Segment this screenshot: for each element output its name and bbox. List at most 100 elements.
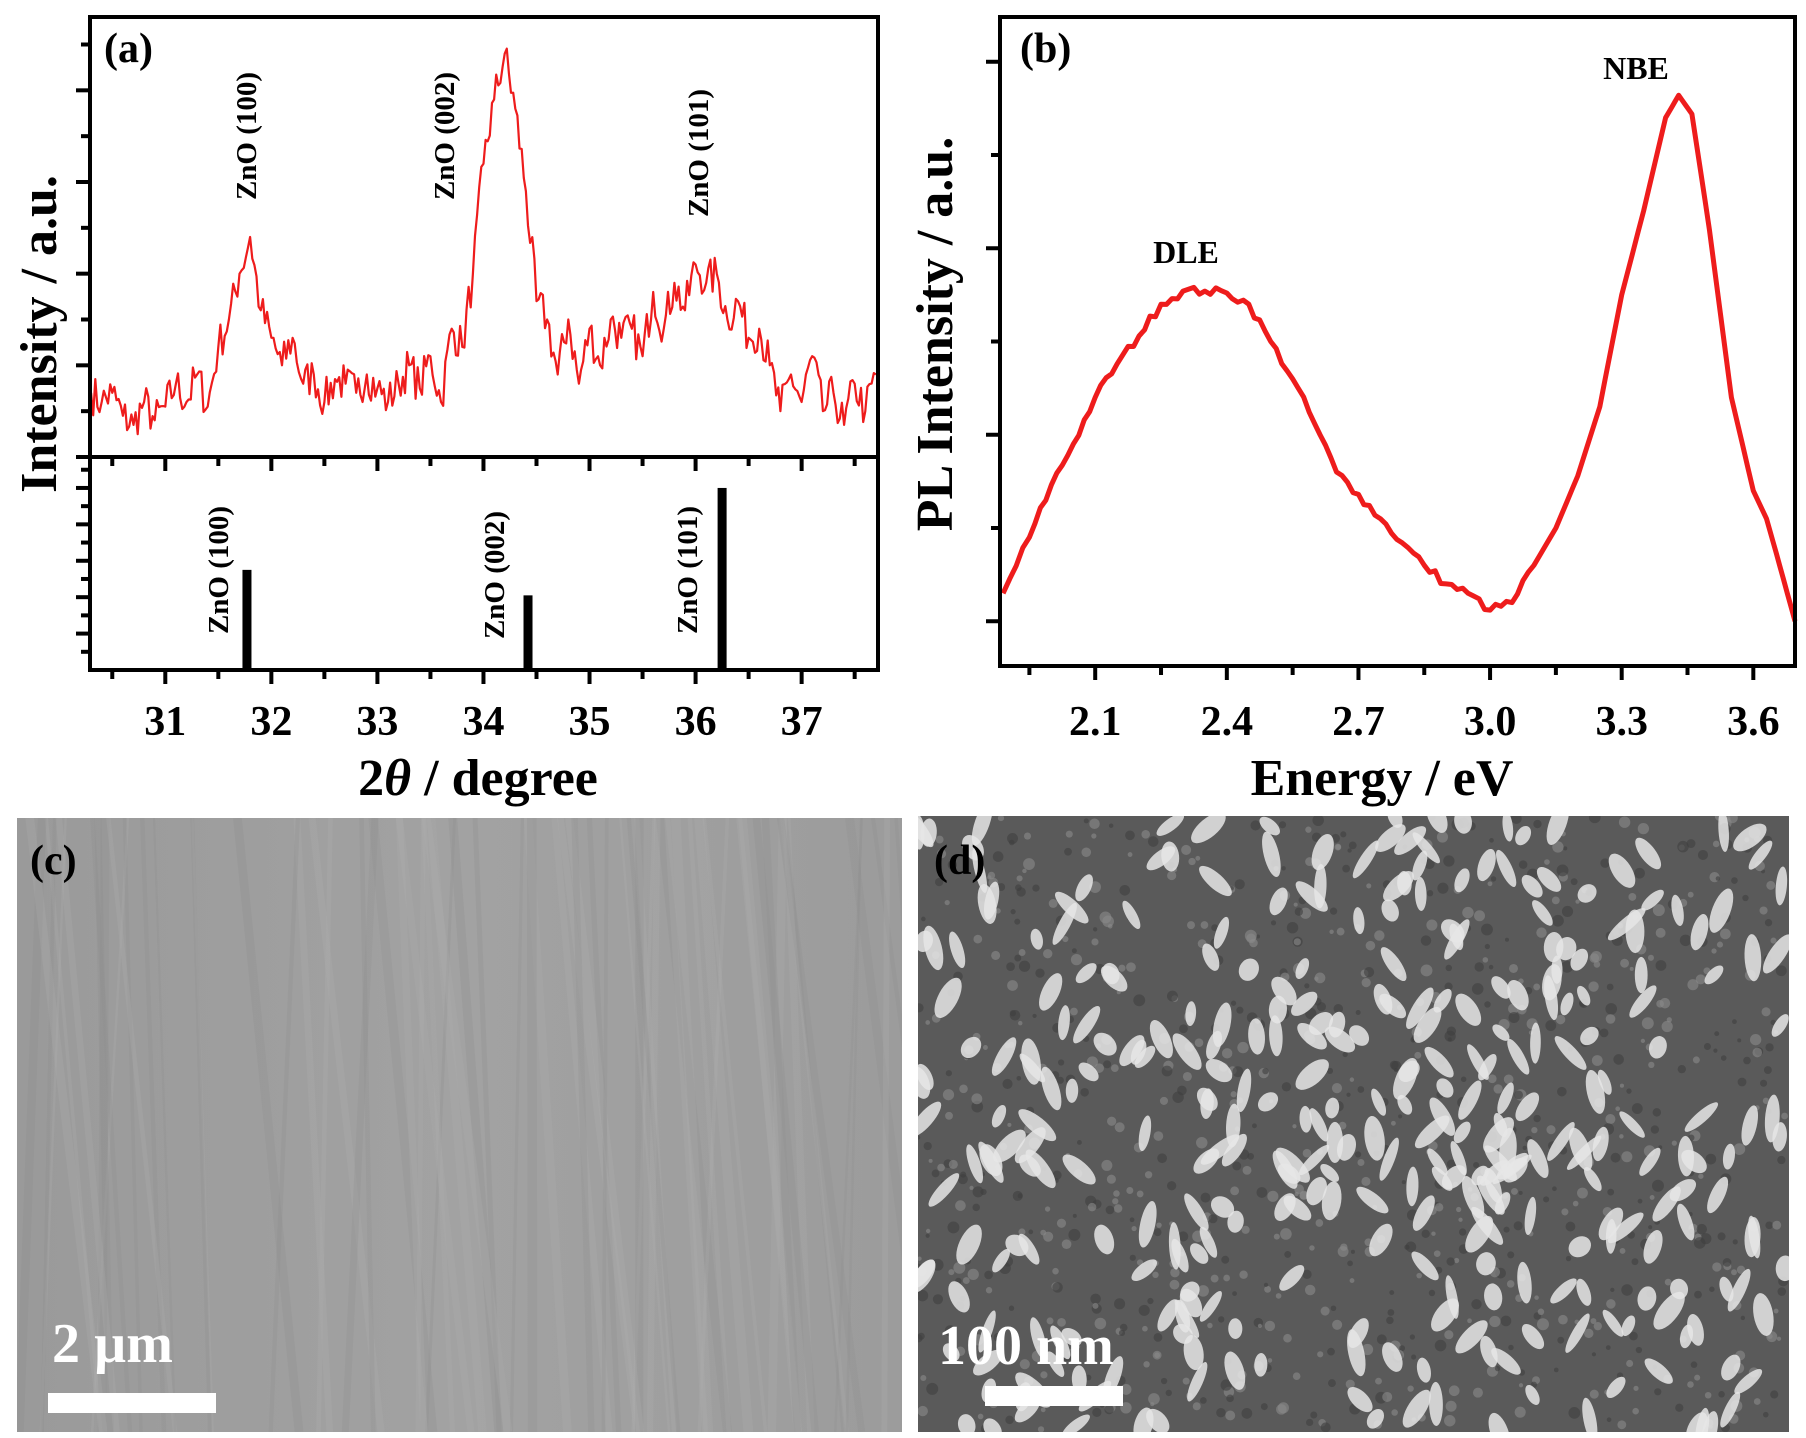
texture-speck (1106, 1174, 1116, 1184)
grain (1550, 1278, 1577, 1304)
texture-speck (1057, 1317, 1066, 1327)
texture-speck (1216, 1407, 1226, 1418)
grain (1521, 1323, 1545, 1350)
texture-speck (1629, 966, 1634, 971)
grain (1458, 1080, 1482, 1120)
grain (1491, 976, 1511, 999)
texture-speck (1016, 887, 1026, 897)
texture-speck (1552, 1186, 1557, 1192)
surface-streak (783, 818, 815, 1432)
texture-speck (1068, 1228, 1081, 1241)
texture-speck (1241, 1225, 1250, 1234)
grain (1062, 1154, 1096, 1185)
texture-speck (1647, 954, 1654, 961)
texture-speck (1152, 1271, 1159, 1279)
texture-speck (1016, 875, 1023, 882)
texture-speck (1267, 1190, 1279, 1202)
texture-speck (1342, 1051, 1348, 1058)
texture-speck (1136, 1190, 1144, 1198)
texture-speck (1764, 919, 1773, 927)
grain (1429, 1381, 1443, 1426)
texture-speck (925, 1020, 931, 1025)
grain (1138, 1115, 1152, 1152)
texture-speck (1150, 1402, 1155, 1407)
surface-streak (670, 818, 713, 1432)
texture-speck (1256, 1187, 1268, 1198)
theta-symbol: θ (384, 750, 411, 807)
grain (1248, 1018, 1265, 1055)
grain (1619, 1111, 1645, 1138)
texture-speck (1040, 1407, 1046, 1413)
texture-speck (1722, 1258, 1732, 1267)
grain (1515, 825, 1532, 846)
x-tick-label: 36 (675, 699, 717, 745)
reference-sticks (242, 487, 727, 670)
x-title-prefix: 2 (358, 750, 384, 807)
texture-speck (1588, 981, 1599, 992)
texture-speck (1565, 1221, 1576, 1232)
texture-speck (1040, 1229, 1047, 1236)
texture-speck (1375, 1377, 1382, 1385)
texture-speck (1153, 1228, 1162, 1237)
surface-streak (655, 818, 733, 1432)
texture-speck (1260, 1403, 1268, 1411)
texture-speck (920, 1375, 927, 1382)
grain (1494, 1192, 1511, 1215)
grain (1213, 916, 1230, 949)
reference-stick (523, 595, 533, 670)
grain (1467, 1044, 1489, 1080)
texture-speck (944, 899, 950, 906)
texture-speck (1178, 1231, 1189, 1242)
texture-speck (1591, 1055, 1603, 1066)
grain (1641, 889, 1664, 911)
surface-streak (44, 818, 103, 1432)
texture-speck (1129, 1217, 1135, 1223)
texture-speck (1605, 1003, 1618, 1015)
texture-speck (1092, 927, 1098, 932)
texture-speck (1241, 1407, 1253, 1419)
surface-streak (426, 818, 487, 1432)
grain (1297, 1022, 1327, 1050)
texture-speck (948, 1269, 955, 1276)
texture-speck (1294, 907, 1304, 916)
texture-speck (1273, 1233, 1280, 1240)
texture-speck (1687, 1381, 1694, 1388)
texture-speck (1386, 1316, 1394, 1325)
surface-streak (767, 818, 788, 1432)
grain (1274, 1193, 1296, 1221)
texture-speck (1543, 1196, 1550, 1203)
texture-speck (1557, 1336, 1565, 1344)
surface-streak (425, 818, 457, 1432)
texture-speck (1138, 1304, 1150, 1316)
texture-speck (1104, 1404, 1114, 1415)
texture-speck (1141, 830, 1151, 839)
grain (1394, 826, 1427, 855)
grain (1221, 1133, 1247, 1167)
texture-speck (1749, 1034, 1762, 1046)
texture-speck (1677, 840, 1689, 853)
grain (1324, 1026, 1356, 1053)
texture-speck (1195, 855, 1201, 861)
texture-speck (1009, 1009, 1021, 1021)
texture-speck (1317, 1351, 1324, 1358)
texture-speck (1424, 858, 1435, 870)
grain (1496, 849, 1517, 888)
texture-speck (1194, 1038, 1204, 1048)
grain (1065, 1078, 1079, 1103)
surface-streak (565, 818, 645, 1432)
surface-streak (702, 818, 768, 1432)
texture-speck (1346, 1092, 1351, 1097)
grain (1168, 1222, 1181, 1270)
texture-speck (1279, 821, 1287, 829)
grain (1592, 1126, 1609, 1162)
texture-speck (1070, 1007, 1078, 1016)
texture-speck (1533, 1114, 1541, 1123)
x-tick-label: 31 (144, 699, 186, 745)
surface-streak (421, 818, 455, 1432)
texture-speck (1694, 1290, 1702, 1299)
surface-streak (845, 818, 902, 1262)
grain (1062, 1414, 1090, 1432)
texture-speck (1320, 1306, 1330, 1316)
texture-speck (1188, 857, 1196, 866)
texture-speck (918, 1405, 928, 1417)
